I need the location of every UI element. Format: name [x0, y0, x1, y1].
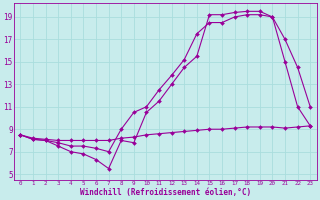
X-axis label: Windchill (Refroidissement éolien,°C): Windchill (Refroidissement éolien,°C): [80, 188, 251, 197]
